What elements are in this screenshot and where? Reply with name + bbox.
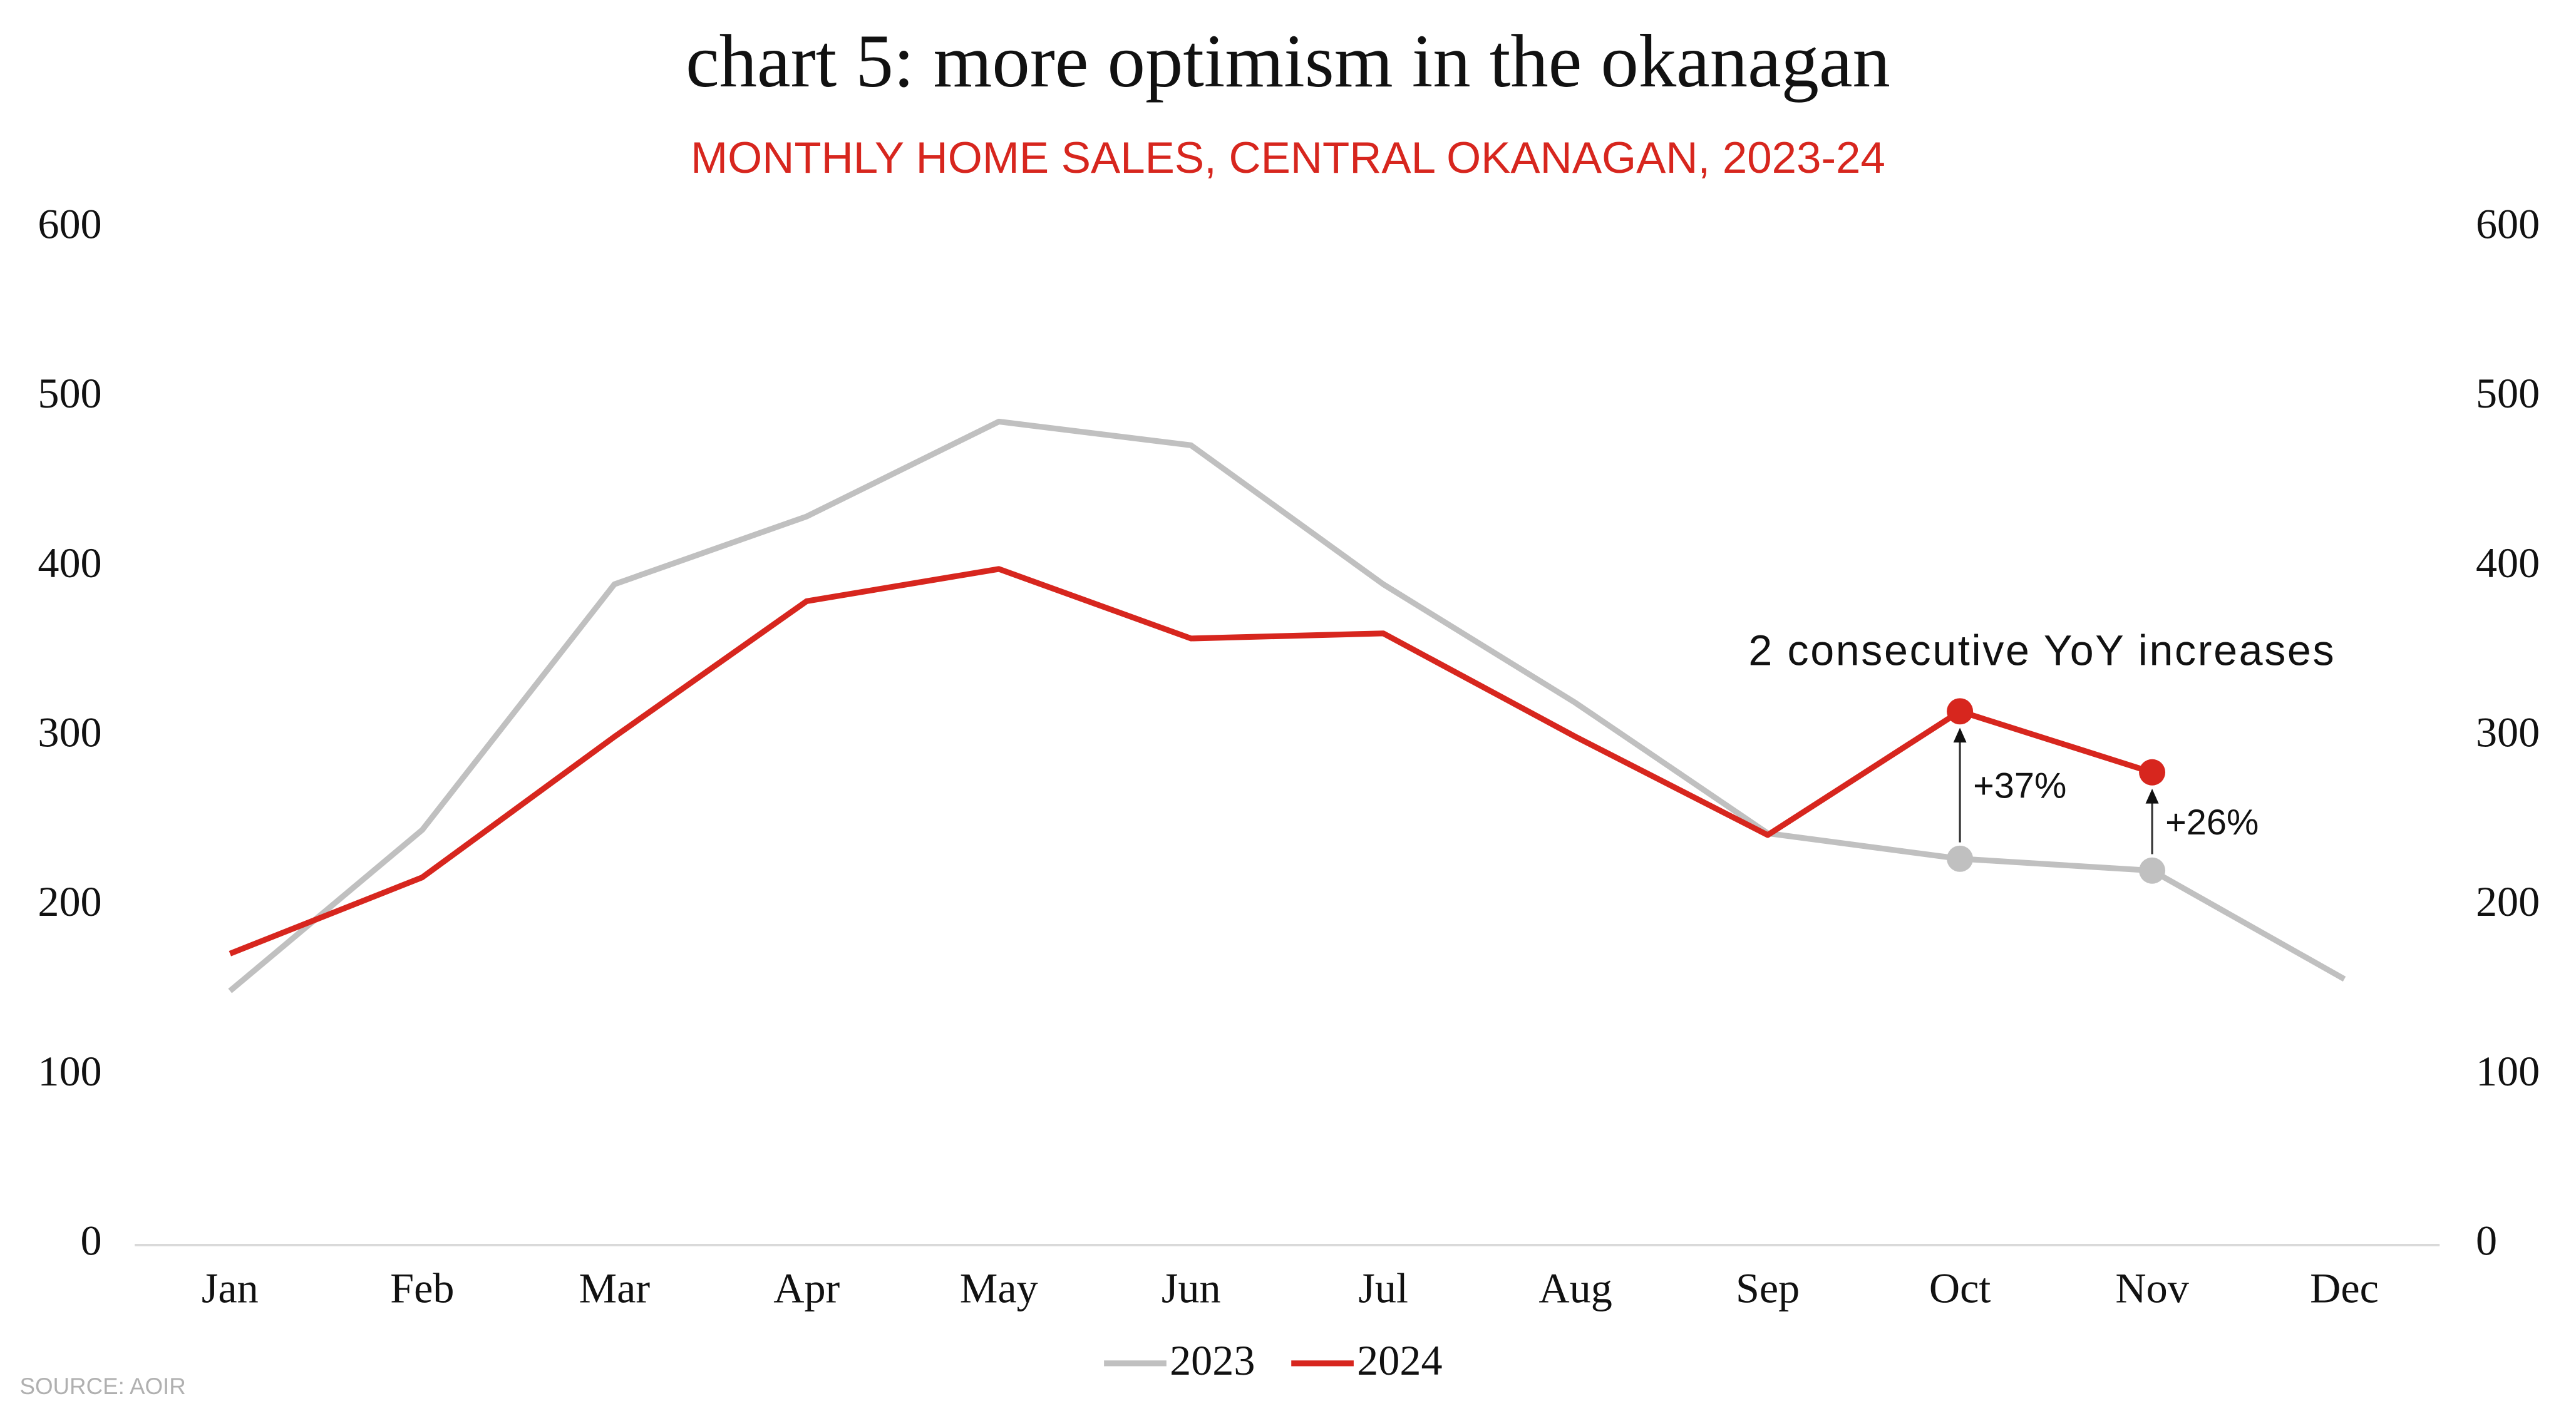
annotation-label: +26%: [2165, 803, 2259, 843]
x-tick-label: Jun: [1162, 1265, 1221, 1312]
y2-tick-label: 500: [2476, 369, 2540, 417]
x-tick-label: Jan: [202, 1265, 259, 1312]
y2-tick-label: 600: [2476, 200, 2540, 248]
x-tick-label: Aug: [1538, 1265, 1612, 1312]
y-tick-label: 200: [38, 878, 101, 925]
highlight-point: [1947, 845, 1974, 872]
y2-tick-label: 300: [2476, 709, 2540, 756]
annotation-label: +37%: [1973, 766, 2066, 806]
x-tick-label: Jul: [1358, 1265, 1408, 1312]
arrow-head: [1953, 727, 1967, 743]
y-tick-label: 600: [38, 200, 101, 248]
x-tick-label: Mar: [579, 1265, 650, 1312]
y2-tick-label: 200: [2476, 878, 2540, 925]
series-line: [228, 418, 2346, 993]
x-tick-label: Oct: [1929, 1265, 1991, 1312]
y2-tick-label: 100: [2476, 1047, 2540, 1095]
arrow-head: [2145, 788, 2159, 804]
y2-tick-label: 400: [2476, 539, 2540, 587]
y-tick-label: 0: [81, 1217, 102, 1265]
y2-tick-label: 0: [2476, 1217, 2497, 1265]
highlight-point: [2139, 857, 2166, 884]
chart-subtitle: MONTHLY HOME SALES, CENTRAL OKANAGAN, 20…: [691, 133, 1885, 183]
y-tick-label: 100: [38, 1047, 101, 1095]
highlight-point: [1947, 698, 1974, 725]
x-tick-label: Dec: [2310, 1265, 2379, 1312]
x-tick-label: Feb: [390, 1265, 454, 1312]
highlight-point: [2139, 759, 2166, 786]
source: SOURCE: AOIR: [19, 1373, 185, 1399]
x-tick-label: Apr: [773, 1265, 840, 1312]
legend-label: 2023: [1170, 1336, 1255, 1384]
legend-label: 2024: [1357, 1336, 1442, 1384]
y-tick-label: 300: [38, 709, 101, 756]
x-tick-label: Nov: [2115, 1265, 2189, 1312]
x-tick-label: Sep: [1736, 1265, 1800, 1312]
callout: 2 consecutive YoY increases: [1748, 627, 2336, 674]
y-tick-label: 400: [38, 539, 101, 587]
series-line: [229, 566, 2153, 957]
chart-title: chart 5: more optimism in the okanagan: [686, 19, 1890, 103]
x-tick-label: May: [960, 1265, 1038, 1312]
y-tick-label: 500: [38, 369, 101, 417]
